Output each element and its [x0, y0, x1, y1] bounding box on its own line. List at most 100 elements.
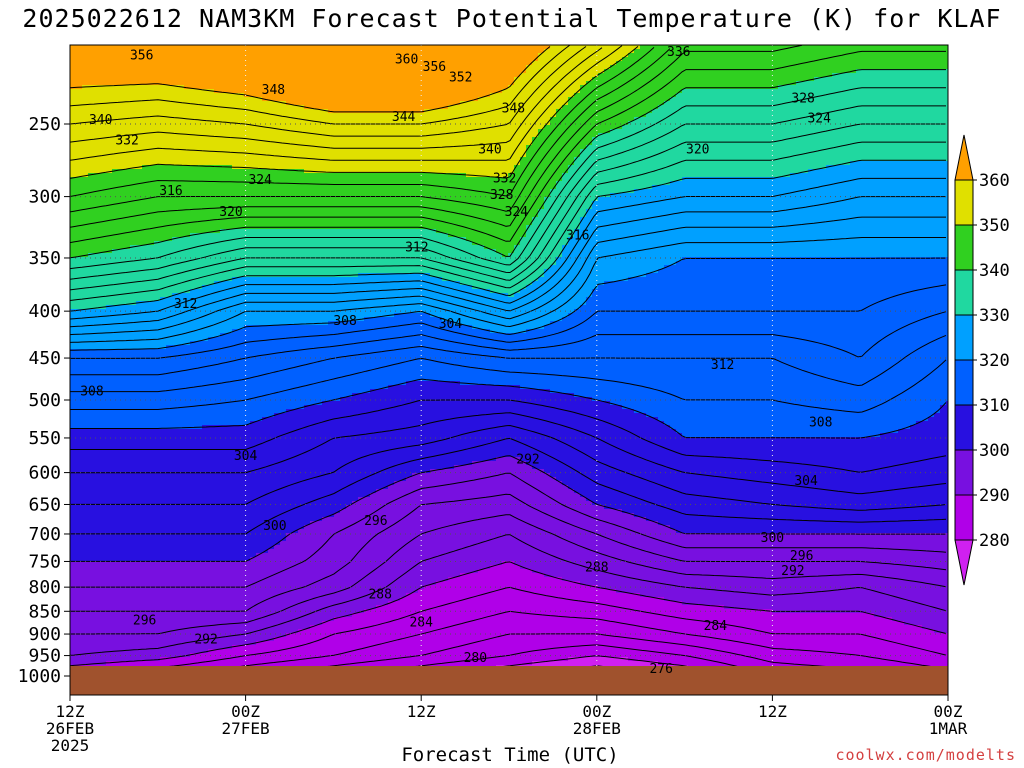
contour-332 — [70, 141, 946, 301]
contour-354 — [70, 47, 603, 149]
contour-316 — [70, 311, 947, 376]
contour-label: 312 — [174, 297, 197, 312]
contour-label: 284 — [704, 619, 728, 634]
contour-label: 308 — [333, 314, 356, 329]
contour-labels: 356 360 3563523483483443403323403363283243… — [80, 45, 832, 677]
y-axis: 2503003504004505005506006507007508008509… — [18, 114, 70, 687]
contour-label: 300 — [761, 531, 784, 546]
x-tick-label: 12Z — [56, 702, 85, 721]
contour-340 — [70, 69, 946, 259]
y-tick-label: 650 — [28, 494, 61, 515]
contour-label: 356 — [423, 60, 446, 75]
x-tick-label: 12Z — [758, 702, 787, 721]
y-tick-label: 350 — [28, 248, 61, 269]
contour-label: 296 — [133, 614, 156, 629]
contour-label: 288 — [585, 561, 608, 576]
colorbar-segment — [954, 224, 974, 271]
contour-label: 320 — [686, 143, 709, 158]
surface-band — [70, 666, 948, 695]
colorbar-segment — [954, 179, 974, 226]
y-tick-label: 300 — [28, 187, 61, 208]
contour-360 — [70, 46, 551, 113]
contour-314 — [70, 334, 947, 393]
colorbar-label: 340 — [979, 261, 1010, 281]
colorbar-label: 310 — [979, 396, 1010, 416]
x-tick-label: 12Z — [407, 702, 436, 721]
colorbar-label: 280 — [979, 531, 1010, 551]
contour-label: 312 — [405, 240, 428, 255]
credit-link[interactable]: coolwx.com/modelts — [835, 746, 1016, 764]
contour-308 — [70, 399, 947, 473]
contour-label: 356 — [130, 49, 153, 64]
contour-label: 288 — [368, 588, 391, 603]
x-tick-label: 1MAR — [929, 719, 968, 738]
contour-label: 276 — [649, 662, 672, 677]
contour-label: 316 — [566, 229, 589, 244]
contour-label: 292 — [781, 564, 804, 579]
contour-348 — [70, 47, 655, 197]
contour-label: 292 — [516, 452, 539, 467]
contour-label: 340 — [478, 143, 501, 158]
x-tick-label: 28FEB — [573, 719, 621, 738]
contour-fills — [70, 45, 948, 695]
colorbar-segment — [954, 494, 974, 541]
contour-350 — [70, 46, 639, 179]
surface-terrain — [70, 666, 948, 695]
y-tick-label: 500 — [28, 390, 61, 411]
colorbar-segment — [954, 269, 974, 316]
contour-label: 292 — [194, 632, 217, 647]
contour-label: 344 — [392, 110, 416, 125]
contour-label: 328 — [490, 188, 513, 203]
colorbar-segment — [954, 314, 974, 361]
chart-title: 2025022612 NAM3KM Forecast Potential Tem… — [0, 4, 1024, 33]
contour-352 — [70, 45, 623, 161]
y-tick-label: 850 — [28, 601, 61, 622]
x-tick-label: 26FEB — [46, 719, 94, 738]
colorbar-segment — [954, 359, 974, 406]
contour-320 — [70, 257, 946, 351]
y-tick-label: 1000 — [18, 666, 61, 687]
contour-label: 332 — [493, 172, 516, 187]
y-tick-label: 400 — [28, 301, 61, 322]
colorbar: 280 290 300 310 320 330 340 350 360 — [954, 134, 1010, 586]
contour-label: 324 — [807, 112, 831, 127]
contour-312 — [70, 357, 947, 413]
contour-label: 320 — [219, 205, 242, 220]
contour-label: 348 — [502, 102, 525, 117]
contour-292 — [70, 534, 947, 656]
colorbar-label: 320 — [979, 351, 1010, 371]
colorbar-segment — [954, 449, 974, 496]
y-tick-label: 950 — [28, 646, 61, 667]
y-tick-label: 900 — [28, 624, 61, 645]
contour-336 — [70, 105, 946, 280]
contour-label: 280 — [464, 651, 487, 666]
colorbar-label: 330 — [979, 306, 1010, 326]
y-tick-label: 600 — [28, 463, 61, 484]
contour-334 — [70, 123, 946, 291]
x-tick-label: 2025 — [51, 736, 90, 755]
contour-356 — [70, 46, 587, 137]
colorbar-label: 360 — [979, 171, 1010, 191]
contour-label: 304 — [234, 449, 258, 464]
contour-342 — [70, 50, 946, 244]
contour-label: 332 — [115, 134, 138, 149]
y-tick-label: 250 — [28, 114, 61, 135]
contour-label: 308 — [809, 416, 832, 431]
contour-338 — [70, 87, 946, 270]
contour-label: 304 — [794, 474, 818, 489]
x-axis-label: Forecast Time (UTC) — [290, 744, 730, 766]
plot-frame — [69, 44, 949, 696]
x-tick-label: 00Z — [231, 702, 260, 721]
contour-328 — [70, 177, 946, 320]
contour-label: 340 — [89, 113, 112, 128]
contour-label: 316 — [159, 184, 182, 199]
contour-label: 308 — [80, 384, 103, 399]
contour-label: 328 — [791, 92, 814, 107]
colorbar-segment — [954, 404, 974, 451]
contour-label: 324 — [505, 205, 529, 220]
contour-label: 336 — [667, 45, 690, 60]
contour-label: 360 — [395, 52, 418, 67]
y-tick-label: 800 — [28, 577, 61, 598]
colorbar-label: 350 — [979, 216, 1010, 236]
